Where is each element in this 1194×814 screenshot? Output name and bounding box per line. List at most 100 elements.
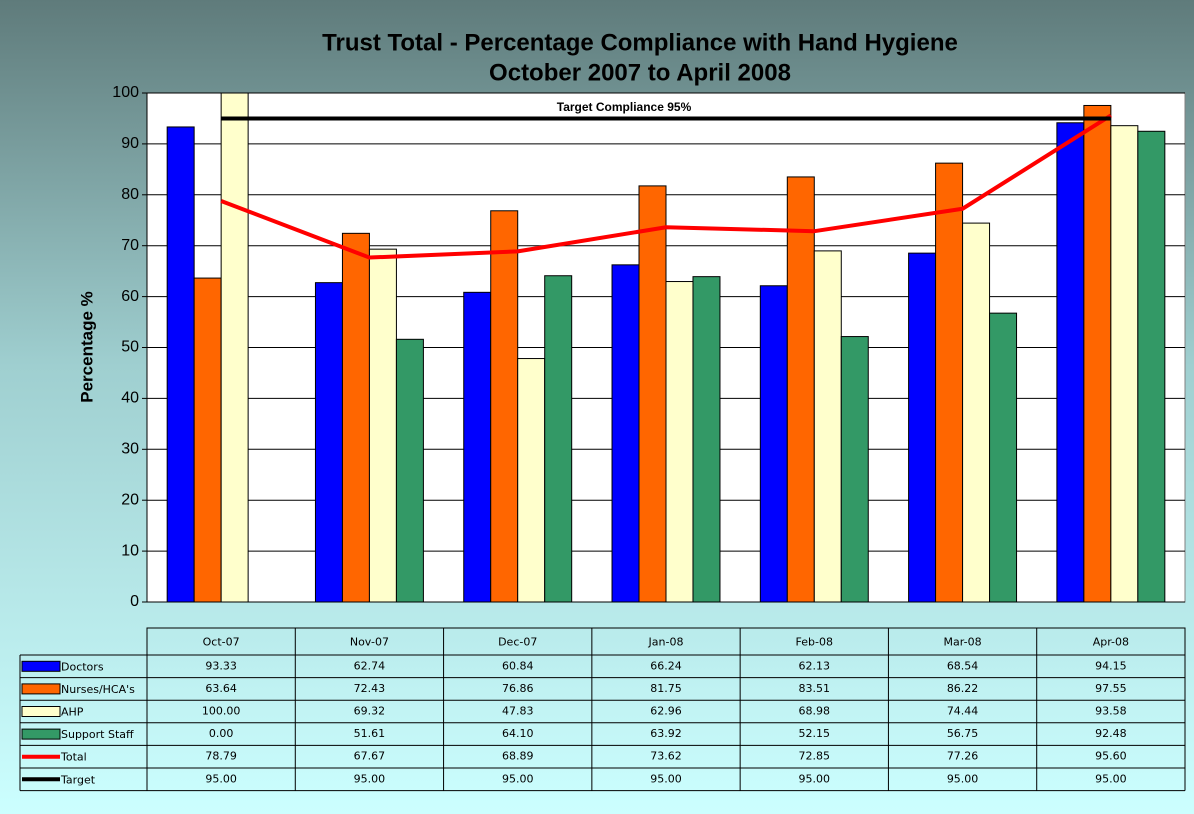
bar <box>490 210 519 603</box>
legend-key <box>21 683 61 695</box>
table-value: 67.67 <box>354 750 386 763</box>
table-value: 95.60 <box>1095 750 1127 763</box>
y-tick-label: 30 <box>121 441 139 458</box>
table-value: 95.00 <box>650 772 682 785</box>
table-value: 72.85 <box>799 750 831 763</box>
table-value: 63.64 <box>205 682 237 695</box>
table-value: 69.32 <box>354 705 386 718</box>
table-value: 62.74 <box>354 659 386 672</box>
bar <box>395 338 424 603</box>
table-value: 95.00 <box>1095 772 1127 785</box>
y-tick-label: 40 <box>121 390 139 407</box>
y-tick-label: 70 <box>121 237 139 254</box>
bar <box>517 358 546 603</box>
bar <box>665 281 694 603</box>
bar <box>759 285 788 603</box>
table-value: 64.10 <box>502 727 534 740</box>
table-value: 68.89 <box>502 750 534 763</box>
bar <box>813 250 842 603</box>
x-tick-label: Feb-08 <box>796 636 833 649</box>
legend-label: Target <box>60 773 96 786</box>
bar <box>463 291 492 603</box>
table-value: 95.00 <box>205 772 237 785</box>
table-value: 78.79 <box>205 750 237 763</box>
legend-key <box>21 660 61 672</box>
legend-key <box>21 728 61 740</box>
bar <box>908 252 937 603</box>
table-value: 62.13 <box>799 659 831 672</box>
bar <box>544 275 573 603</box>
y-tick-label: 10 <box>121 542 139 559</box>
table-value: 93.33 <box>205 659 237 672</box>
bar <box>220 92 249 603</box>
table-value: 95.00 <box>502 772 534 785</box>
table-value: 63.92 <box>650 727 682 740</box>
bar <box>1056 122 1085 603</box>
x-tick-label: Apr-08 <box>1093 636 1129 649</box>
table-value: 51.61 <box>354 727 386 740</box>
bar <box>786 176 815 603</box>
table-value: 81.75 <box>650 682 682 695</box>
y-tick-label: 50 <box>121 339 139 356</box>
table-value: 92.48 <box>1095 727 1127 740</box>
x-tick-label: Nov-07 <box>350 636 389 649</box>
y-tick-label: 90 <box>121 135 139 152</box>
table-value: 74.44 <box>947 705 979 718</box>
table-value: 93.58 <box>1095 705 1127 718</box>
legend-label: Support Staff <box>61 728 134 741</box>
table-value: 95.00 <box>947 772 979 785</box>
table-value: 60.84 <box>502 659 534 672</box>
bar <box>341 232 370 603</box>
y-axis-title: Percentage % <box>77 291 96 403</box>
table-value: 68.98 <box>799 705 831 718</box>
bar <box>692 276 721 603</box>
bar <box>1110 125 1139 603</box>
bar <box>166 126 195 603</box>
table-value: 76.86 <box>502 682 534 695</box>
bar <box>1137 130 1166 603</box>
table-value: 0.00 <box>209 727 234 740</box>
annotation: Target Compliance 95% <box>557 100 692 114</box>
x-tick-label: Dec-07 <box>498 636 537 649</box>
table-value: 56.75 <box>947 727 979 740</box>
x-tick-label: Jan-08 <box>648 636 684 649</box>
bar <box>935 162 964 603</box>
bar <box>611 264 640 603</box>
x-tick-label: Mar-08 <box>944 636 982 649</box>
line <box>220 113 1112 260</box>
table-value: 94.15 <box>1095 659 1127 672</box>
bar <box>368 248 397 603</box>
bar <box>314 282 343 603</box>
table-value: 77.26 <box>947 750 979 763</box>
chart-subtitle: October 2007 to April 2008 <box>489 59 791 86</box>
table-value: 86.22 <box>947 682 979 695</box>
bar <box>638 185 667 603</box>
table-value: 97.55 <box>1095 682 1127 695</box>
bar <box>1083 104 1112 603</box>
table-value: 95.00 <box>799 772 831 785</box>
table-value: 95.00 <box>354 772 386 785</box>
y-tick-label: 100 <box>112 84 139 101</box>
table-value: 52.15 <box>799 727 831 740</box>
table-value: 83.51 <box>799 682 831 695</box>
table-value: 100.00 <box>202 705 241 718</box>
table-value: 72.43 <box>354 682 386 695</box>
x-tick-label: Oct-07 <box>203 636 240 649</box>
bar <box>193 277 222 603</box>
bar <box>989 312 1018 603</box>
bar <box>840 336 869 603</box>
legend-key <box>21 706 61 717</box>
legend-label: Nurses/HCA's <box>61 683 135 696</box>
legend-label: Total <box>60 751 87 764</box>
table-value: 62.96 <box>650 705 682 718</box>
bar <box>962 222 991 603</box>
legend-label: Doctors <box>61 660 104 673</box>
table-value: 68.54 <box>947 659 979 672</box>
y-tick-label: 0 <box>130 593 139 610</box>
y-tick-label: 80 <box>121 186 139 203</box>
table-value: 66.24 <box>650 659 682 672</box>
table-value: 73.62 <box>650 750 682 763</box>
legend-label: AHP <box>61 706 84 719</box>
